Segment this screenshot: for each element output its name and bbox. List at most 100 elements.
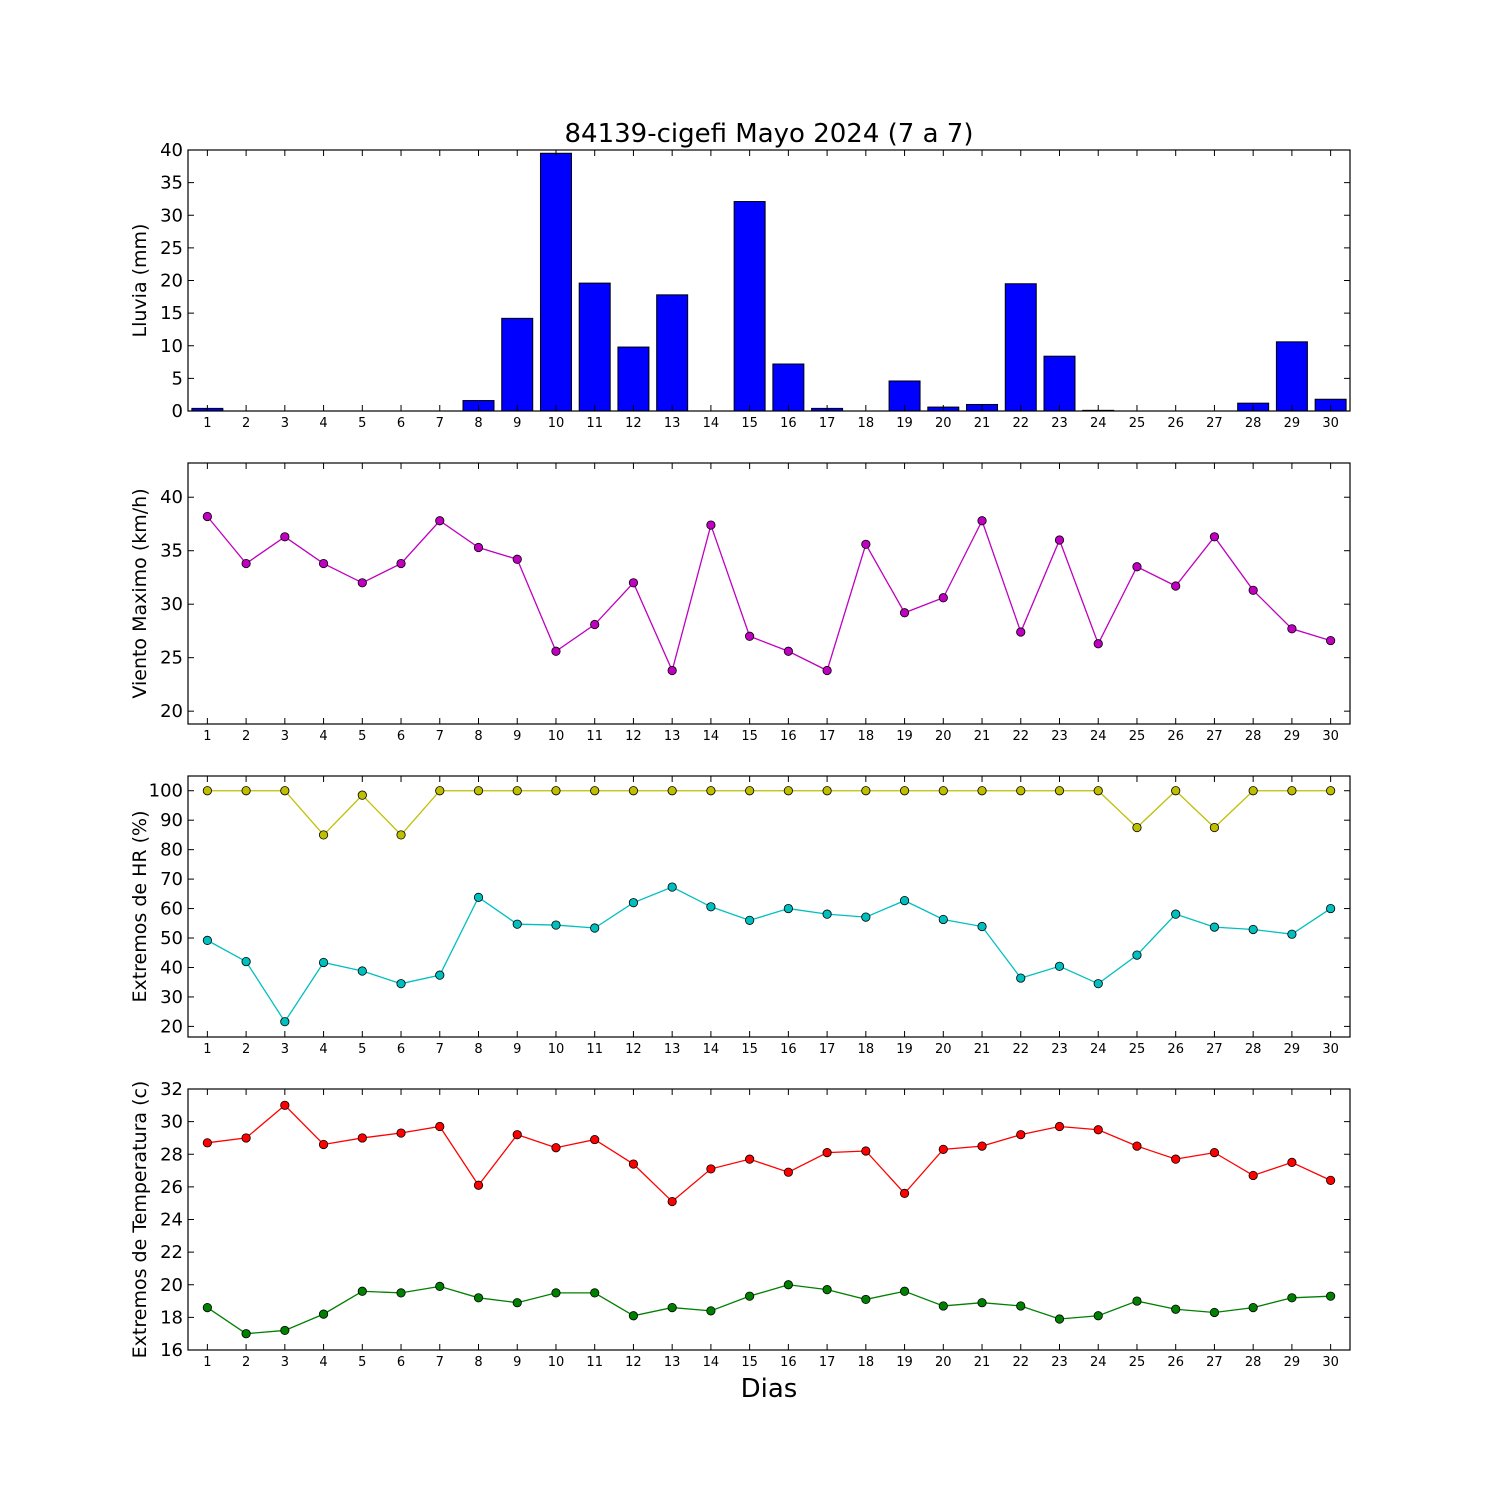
- hr-series-0-point-6: [396, 830, 406, 840]
- viento-series-0-point-19: [899, 608, 910, 618]
- hr-xtick-label: 1: [203, 1042, 211, 1057]
- hr-ytick-label: 90: [160, 810, 183, 831]
- hr-xtick-label: 18: [858, 1042, 875, 1057]
- viento-xtick-label: 18: [858, 729, 875, 744]
- temp-series-0-point-30: [1326, 1175, 1336, 1185]
- viento-xtick-label: 15: [741, 729, 758, 744]
- viento-xtick-label: 6: [397, 729, 405, 744]
- hr-xtick-label: 19: [896, 1042, 913, 1057]
- lluvia-ytick-label: 30: [160, 205, 183, 226]
- hr-xtick-label: 28: [1245, 1042, 1262, 1057]
- viento-xtick-label: 8: [474, 729, 482, 744]
- temp-series-1-point-10: [551, 1288, 561, 1298]
- temp-xtick-label: 1: [203, 1355, 211, 1370]
- hr-xtick-label: 9: [513, 1042, 521, 1057]
- temp-xtick-label: 4: [319, 1355, 327, 1370]
- viento-series-0-point-5: [357, 578, 367, 588]
- viento-xtick-label: 19: [896, 729, 913, 744]
- hr-ytick-label: 60: [160, 899, 183, 920]
- hr-series-0-point-20: [938, 786, 948, 796]
- temp-xtick-label: 21: [974, 1355, 991, 1370]
- temp-series-0-point-1: [202, 1138, 212, 1148]
- hr-xtick-label: 30: [1322, 1042, 1339, 1057]
- viento-series-0-point-7: [435, 516, 445, 526]
- lluvia-xtick-label: 21: [974, 416, 991, 431]
- lluvia-xtick-label: 4: [319, 416, 327, 431]
- temp-series-0-point-20: [938, 1144, 948, 1154]
- hr-series-1-point-12: [628, 898, 639, 908]
- hr-xtick-label: 8: [474, 1042, 482, 1057]
- lluvia-ytick-label: 20: [160, 271, 183, 292]
- temp-xtick-label: 12: [625, 1355, 642, 1370]
- temp-xtick-label: 5: [358, 1355, 366, 1370]
- temp-series-1-point-12: [628, 1311, 639, 1321]
- viento-y-axis-label: Viento Maximo (km/h): [129, 488, 151, 698]
- lluvia-xtick-label: 1: [203, 416, 211, 431]
- hr-xtick-label: 13: [664, 1042, 681, 1057]
- viento-series-0-point-4: [318, 558, 329, 569]
- lluvia-y-axis-label: Lluvia (mm): [129, 224, 151, 338]
- temp-series-0-point-3: [280, 1100, 290, 1110]
- hr-series-1-point-27: [1209, 922, 1220, 932]
- viento-series-0-point-26: [1171, 581, 1181, 591]
- hr-series-0-point-17: [822, 786, 832, 796]
- hr-series-0-point-29: [1287, 786, 1297, 796]
- viento-series-0-point-9: [512, 554, 522, 564]
- hr-series-1-point-2: [241, 956, 251, 967]
- viento-xtick-label: 7: [436, 729, 444, 744]
- temp-series-1-point-30: [1326, 1291, 1336, 1301]
- hr-series-0-point-25: [1132, 822, 1142, 833]
- bar-day-16: [772, 363, 805, 412]
- viento-series-0-point-14: [706, 520, 716, 530]
- hr-ytick-label: 20: [160, 1016, 183, 1037]
- temp-series-0-point-13: [667, 1196, 677, 1207]
- lluvia-xtick-label: 19: [896, 416, 913, 431]
- hr-series-1-point-28: [1248, 924, 1258, 935]
- viento-series-0-point-25: [1132, 562, 1142, 572]
- temp-series-0-point-15: [745, 1154, 755, 1164]
- temp-series-0-point-7: [435, 1121, 445, 1132]
- hr-series-0-point-2: [241, 786, 251, 796]
- viento-series-0-point-11: [590, 619, 600, 630]
- hr-xtick-label: 10: [548, 1042, 565, 1057]
- temp-series-0-point-16: [783, 1167, 793, 1177]
- hr-series-0-line: [207, 789, 1331, 836]
- viento-xtick-label: 13: [664, 729, 681, 744]
- bar-day-12: [617, 346, 650, 412]
- bar-day-9: [501, 317, 534, 412]
- viento-series-0-point-20: [938, 593, 948, 603]
- temp-series-0-point-9: [512, 1130, 522, 1140]
- hr-series-1-point-16: [783, 903, 793, 914]
- viento-axes-frame: [187, 462, 1351, 725]
- lluvia-xtick-label: 3: [281, 416, 289, 431]
- temp-xtick-label: 14: [703, 1355, 720, 1370]
- temp-xtick-label: 11: [586, 1355, 603, 1370]
- hr-series-1-point-22: [1016, 973, 1026, 983]
- viento-series-0-point-8: [473, 542, 484, 553]
- temp-ytick-label: 24: [160, 1210, 183, 1231]
- hr-series-0-point-24: [1093, 786, 1103, 796]
- viento-series-0-point-22: [1016, 627, 1026, 637]
- hr-xtick-label: 2: [242, 1042, 250, 1057]
- hr-series-1-point-5: [357, 966, 367, 976]
- temp-xtick-label: 13: [664, 1355, 681, 1370]
- hr-series-0-point-16: [783, 786, 793, 796]
- temp-series-0-point-17: [822, 1148, 832, 1158]
- bar-day-15: [733, 201, 766, 412]
- lluvia-xtick-label: 18: [858, 416, 875, 431]
- viento-series-0-point-12: [628, 578, 639, 588]
- temp-series-1-point-9: [512, 1298, 522, 1308]
- viento-xtick-label: 12: [625, 729, 642, 744]
- temp-series-1-point-2: [241, 1329, 251, 1339]
- hr-series-1-point-15: [745, 915, 755, 925]
- temp-xtick-label: 15: [741, 1355, 758, 1370]
- lluvia-xtick-label: 27: [1206, 416, 1223, 431]
- hr-series-1-point-1: [202, 935, 212, 945]
- temp-series-1-point-5: [357, 1286, 367, 1296]
- hr-xtick-label: 23: [1051, 1042, 1068, 1057]
- hr-xtick-label: 6: [397, 1042, 405, 1057]
